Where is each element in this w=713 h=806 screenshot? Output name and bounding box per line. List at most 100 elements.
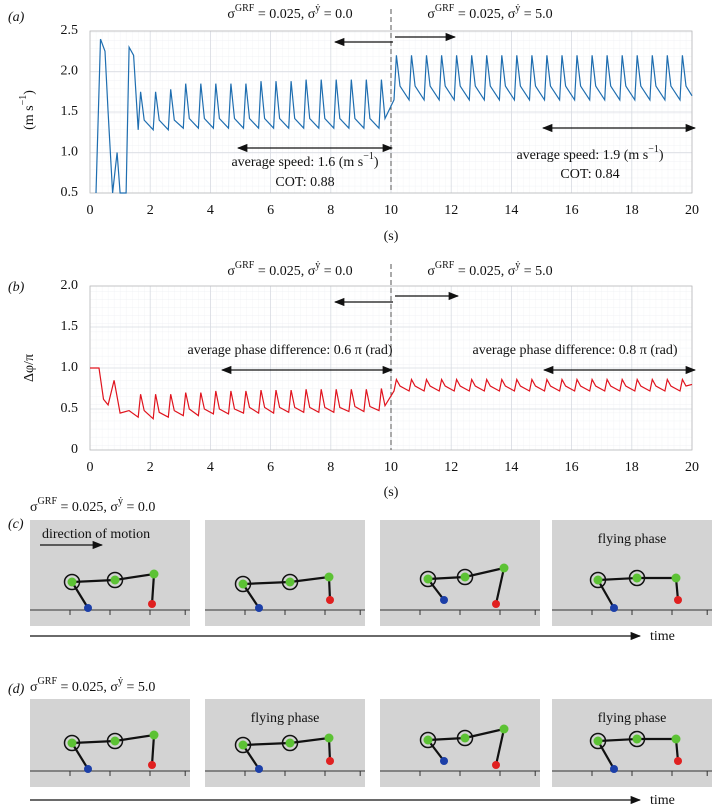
panel-label: (a): [8, 10, 25, 25]
y-tick-label: 0: [71, 442, 78, 457]
robot-joint: [149, 730, 159, 740]
y-tick-label: 0.5: [61, 185, 79, 200]
x-tick-label: 14: [504, 203, 518, 218]
robot-joint: [593, 736, 603, 746]
condition-label-part: ẏ: [515, 3, 520, 14]
annotation-part: COT: 0.88: [275, 175, 334, 190]
annotation-part: average speed: 1.6 (m s: [231, 155, 363, 170]
y-axis-label-part: (m s: [22, 105, 37, 130]
front-foot: [674, 596, 682, 604]
condition-label-part: σ: [227, 264, 235, 279]
condition-label: σGRF = 0.025, σẏ = 0.0: [30, 496, 155, 515]
data-line: [90, 367, 693, 421]
x-tick-label: 0: [87, 203, 94, 218]
condition-label-part: = 5.0: [123, 680, 155, 695]
condition-label-part: = 0.0: [320, 7, 352, 22]
panel-label: (c): [8, 517, 24, 532]
annotation-part: average phase difference: 0.6 π (rad): [187, 343, 392, 358]
front-foot: [148, 600, 156, 608]
robot-joint: [499, 724, 509, 734]
robot-joint-ring: [234, 736, 252, 754]
y-axis-label-part: Δφ/π: [22, 354, 37, 382]
annotation: average speed: 1.9 (m s−1): [516, 144, 663, 163]
rear-foot: [255, 604, 263, 612]
robot-joint: [238, 579, 248, 589]
rear-foot: [610, 765, 618, 773]
condition-label-part: σ: [30, 500, 38, 515]
x-tick-label: 16: [565, 203, 579, 218]
robot-joint: [67, 738, 77, 748]
annotation: COT: 0.88: [275, 175, 334, 190]
robot-joint: [423, 735, 433, 745]
robot-joint: [593, 575, 603, 585]
condition-label-part: = 0.025, σ: [254, 7, 315, 22]
y-tick-label: 1.5: [61, 104, 79, 119]
plot-frame: [89, 30, 693, 194]
front-foot: [148, 761, 156, 769]
annotation: average phase difference: 0.6 π (rad): [187, 343, 392, 358]
condition-label-part: σ: [427, 7, 435, 22]
annotation-part: average phase difference: 0.8 π (rad): [472, 343, 677, 358]
frame-box: [30, 520, 190, 626]
y-axis-label-part: −1: [18, 95, 29, 106]
frame-box: [380, 520, 540, 626]
condition-label-part: = 5.0: [520, 264, 552, 279]
condition-label-part: = 0.025, σ: [57, 680, 118, 695]
condition-label-part: ẏ: [118, 676, 123, 687]
y-tick-label: 2.0: [61, 278, 79, 293]
x-tick-label: 0: [87, 460, 94, 475]
condition-label-part: = 0.0: [123, 500, 155, 515]
condition-label-part: = 5.0: [520, 7, 552, 22]
annotation: average phase difference: 0.8 π (rad): [472, 343, 677, 358]
condition-label-part: = 0.025, σ: [254, 264, 315, 279]
robot-joint: [671, 734, 681, 744]
x-tick-label: 6: [267, 460, 274, 475]
robot-joint: [460, 733, 470, 743]
condition-label: σGRF = 0.025, σẏ = 5.0: [427, 260, 552, 279]
x-tick-label: 10: [384, 203, 398, 218]
condition-label-part: GRF: [38, 496, 58, 507]
x-tick-label: 8: [327, 203, 334, 218]
condition-label-part: ẏ: [515, 260, 520, 271]
x-tick-label: 4: [207, 203, 214, 218]
x-tick-label: 20: [685, 460, 699, 475]
robot-joint-ring: [419, 731, 437, 749]
robot-joint: [110, 575, 120, 585]
rear-foot: [440, 596, 448, 604]
frame-caption: flying phase: [598, 532, 667, 547]
condition-label: σGRF = 0.025, σẏ = 5.0: [30, 676, 155, 695]
time-label: time: [650, 629, 675, 644]
robot-joint: [238, 740, 248, 750]
x-tick-label: 2: [147, 203, 154, 218]
condition-label-part: GRF: [235, 3, 255, 14]
front-foot: [492, 600, 500, 608]
robot-joint-ring: [419, 570, 437, 588]
condition-label-part: ẏ: [118, 496, 123, 507]
robot-joint-ring: [281, 573, 299, 591]
x-tick-label: 10: [384, 460, 398, 475]
x-axis-label: (s): [384, 229, 399, 244]
x-tick-label: 2: [147, 460, 154, 475]
time-label: time: [650, 793, 675, 806]
robot-joint: [110, 736, 120, 746]
x-tick-label: 18: [625, 203, 639, 218]
front-foot: [326, 757, 334, 765]
condition-label-part: σ: [427, 264, 435, 279]
rear-foot: [84, 765, 92, 773]
x-tick-label: 20: [685, 203, 699, 218]
y-tick-label: 1.5: [61, 319, 79, 334]
rear-foot: [255, 765, 263, 773]
x-tick-label: 8: [327, 460, 334, 475]
robot-joint-ring: [589, 732, 607, 750]
rear-foot: [440, 757, 448, 765]
robot-joint: [460, 572, 470, 582]
frame-caption: flying phase: [251, 711, 320, 726]
robot-joint: [423, 574, 433, 584]
front-foot: [674, 757, 682, 765]
robot-joint: [499, 563, 509, 573]
robot-joint-ring: [628, 569, 646, 587]
frame-box: [205, 520, 365, 626]
panel-label: (b): [8, 280, 25, 295]
annotation: COT: 0.84: [560, 167, 619, 182]
x-tick-label: 12: [444, 460, 458, 475]
